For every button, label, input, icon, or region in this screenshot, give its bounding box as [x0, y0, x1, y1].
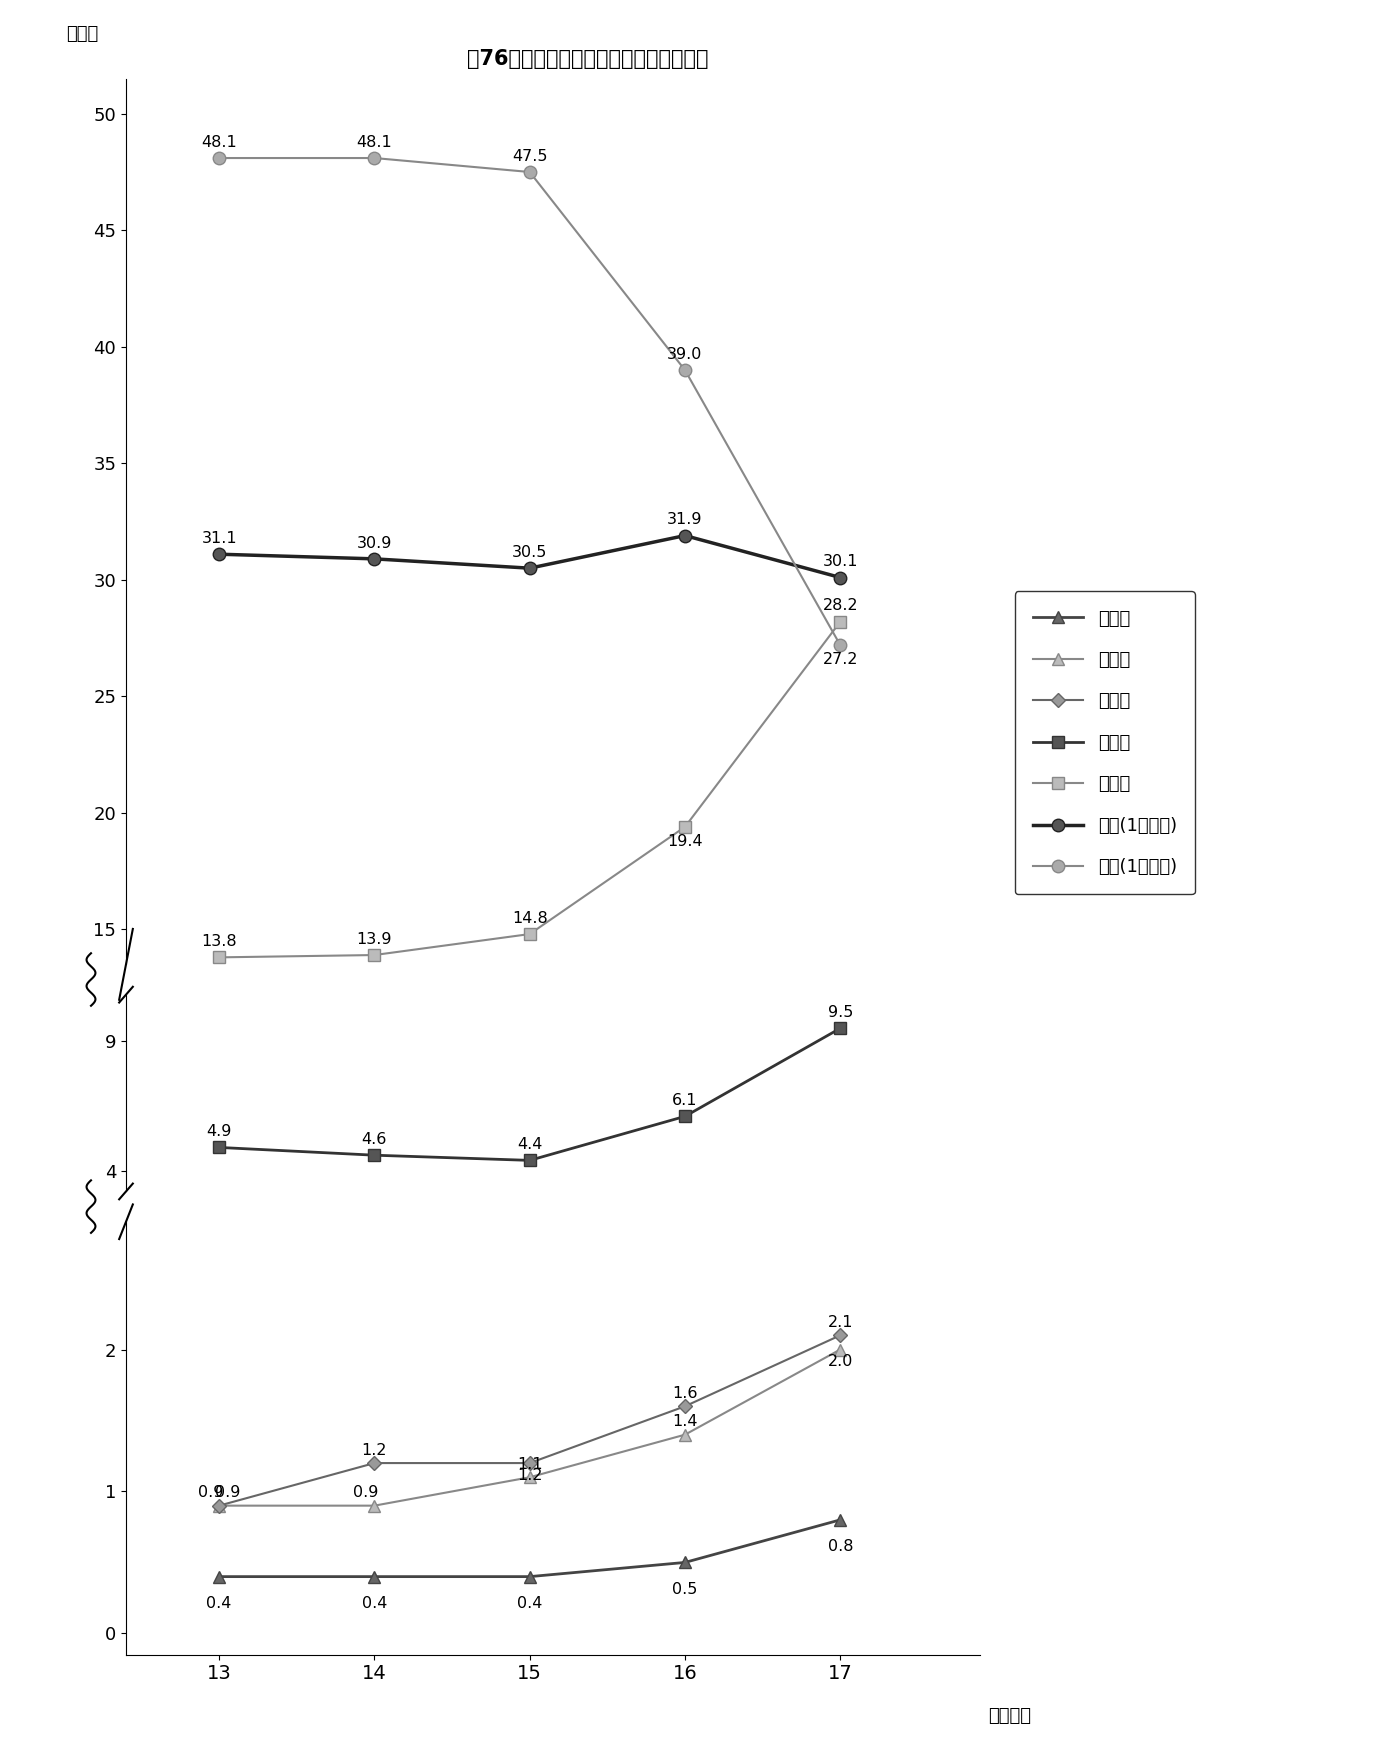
Text: 0.5: 0.5: [672, 1581, 697, 1597]
Text: 0.9: 0.9: [199, 1485, 224, 1501]
Text: 1.2: 1.2: [361, 1443, 388, 1457]
Text: 0.4: 0.4: [517, 1597, 542, 1611]
Text: 4.6: 4.6: [361, 1131, 388, 1147]
Text: 6.1: 6.1: [672, 1093, 697, 1108]
Text: 0.4: 0.4: [206, 1597, 232, 1611]
Text: 48.1: 48.1: [202, 135, 237, 149]
Text: 19.4: 19.4: [668, 833, 703, 849]
Text: 1.1: 1.1: [517, 1457, 543, 1471]
Text: 31.9: 31.9: [668, 513, 703, 527]
Text: 第76図　団体規模別団体数構成比の推移: 第76図 団体規模別団体数構成比の推移: [468, 49, 708, 68]
Text: 14.8: 14.8: [512, 911, 547, 926]
Text: 2.0: 2.0: [827, 1354, 853, 1369]
Text: 31.1: 31.1: [202, 531, 237, 546]
Text: 0.8: 0.8: [827, 1539, 853, 1555]
Text: 39.0: 39.0: [668, 347, 703, 362]
Text: 48.1: 48.1: [357, 135, 392, 149]
Legend: 大都市, 中核市, 特例市, 中都市, 小都市, 町村(1万以上), 町村(1万未満): 大都市, 中核市, 特例市, 中都市, 小都市, 町村(1万以上), 町村(1万…: [1015, 592, 1194, 895]
Text: 1.2: 1.2: [517, 1467, 542, 1483]
Text: 27.2: 27.2: [823, 653, 858, 667]
Text: 0.4: 0.4: [361, 1597, 388, 1611]
Text: 1.4: 1.4: [672, 1415, 697, 1429]
Text: 13.8: 13.8: [202, 933, 237, 949]
Text: （％）: （％）: [66, 25, 98, 44]
Text: 0.9: 0.9: [214, 1485, 241, 1501]
Text: 1.6: 1.6: [672, 1385, 697, 1401]
Text: 2.1: 2.1: [827, 1315, 853, 1329]
Text: （年度）: （年度）: [988, 1707, 1032, 1725]
Text: 28.2: 28.2: [822, 599, 858, 613]
Text: 4.4: 4.4: [517, 1136, 542, 1152]
Text: 9.5: 9.5: [827, 1005, 853, 1021]
Text: 30.5: 30.5: [512, 545, 547, 560]
Text: 30.1: 30.1: [823, 553, 858, 569]
Text: 13.9: 13.9: [357, 932, 392, 947]
Text: 0.9: 0.9: [353, 1485, 379, 1501]
Text: 47.5: 47.5: [512, 149, 547, 163]
Text: 30.9: 30.9: [357, 536, 392, 550]
Text: 4.9: 4.9: [206, 1124, 232, 1140]
